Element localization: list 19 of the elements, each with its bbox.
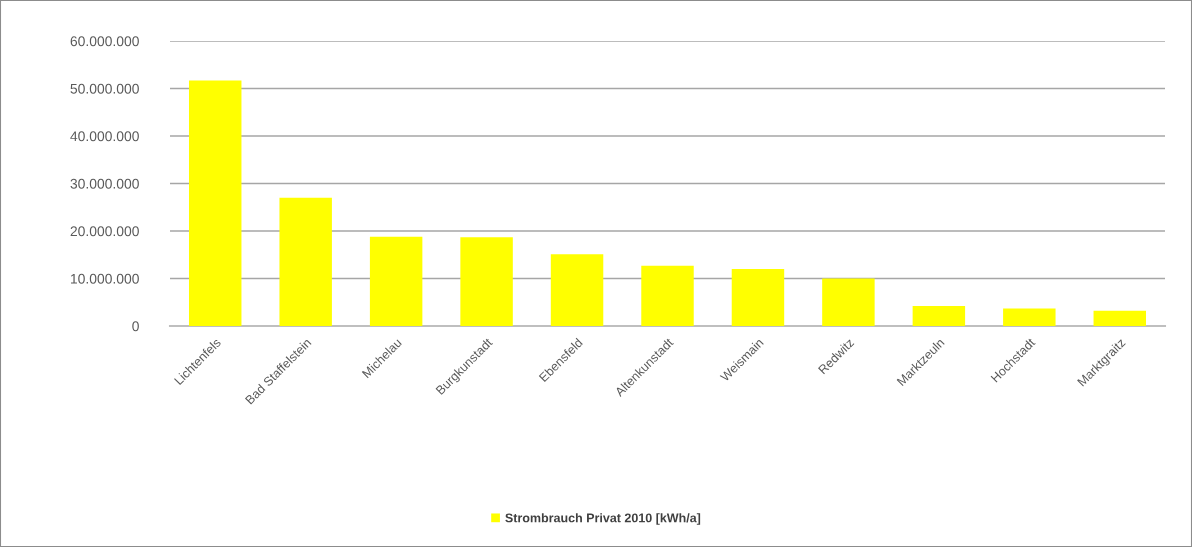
y-tick-label: 0 (132, 321, 139, 332)
y-tick-label: 60.000.000 (70, 36, 139, 47)
y-tick-label: 30.000.000 (70, 178, 139, 189)
bar (822, 278, 875, 326)
bar (279, 197, 332, 326)
bar (641, 265, 694, 326)
bar (550, 254, 604, 326)
bar (912, 306, 966, 326)
bar (189, 80, 242, 326)
y-tick-label: 10.000.000 (71, 273, 139, 284)
bar (1093, 310, 1146, 326)
y-tick-label: 20.000.000 (70, 226, 139, 237)
bar (1003, 308, 1056, 326)
legend-label: Strombrauch Privat 2010 [kWh/a] (505, 513, 701, 525)
bar (460, 237, 513, 326)
y-tick-label: 40.000.000 (70, 131, 139, 142)
bar (369, 236, 423, 326)
bar (731, 269, 785, 326)
y-tick-label: 50.000.000 (70, 83, 139, 94)
